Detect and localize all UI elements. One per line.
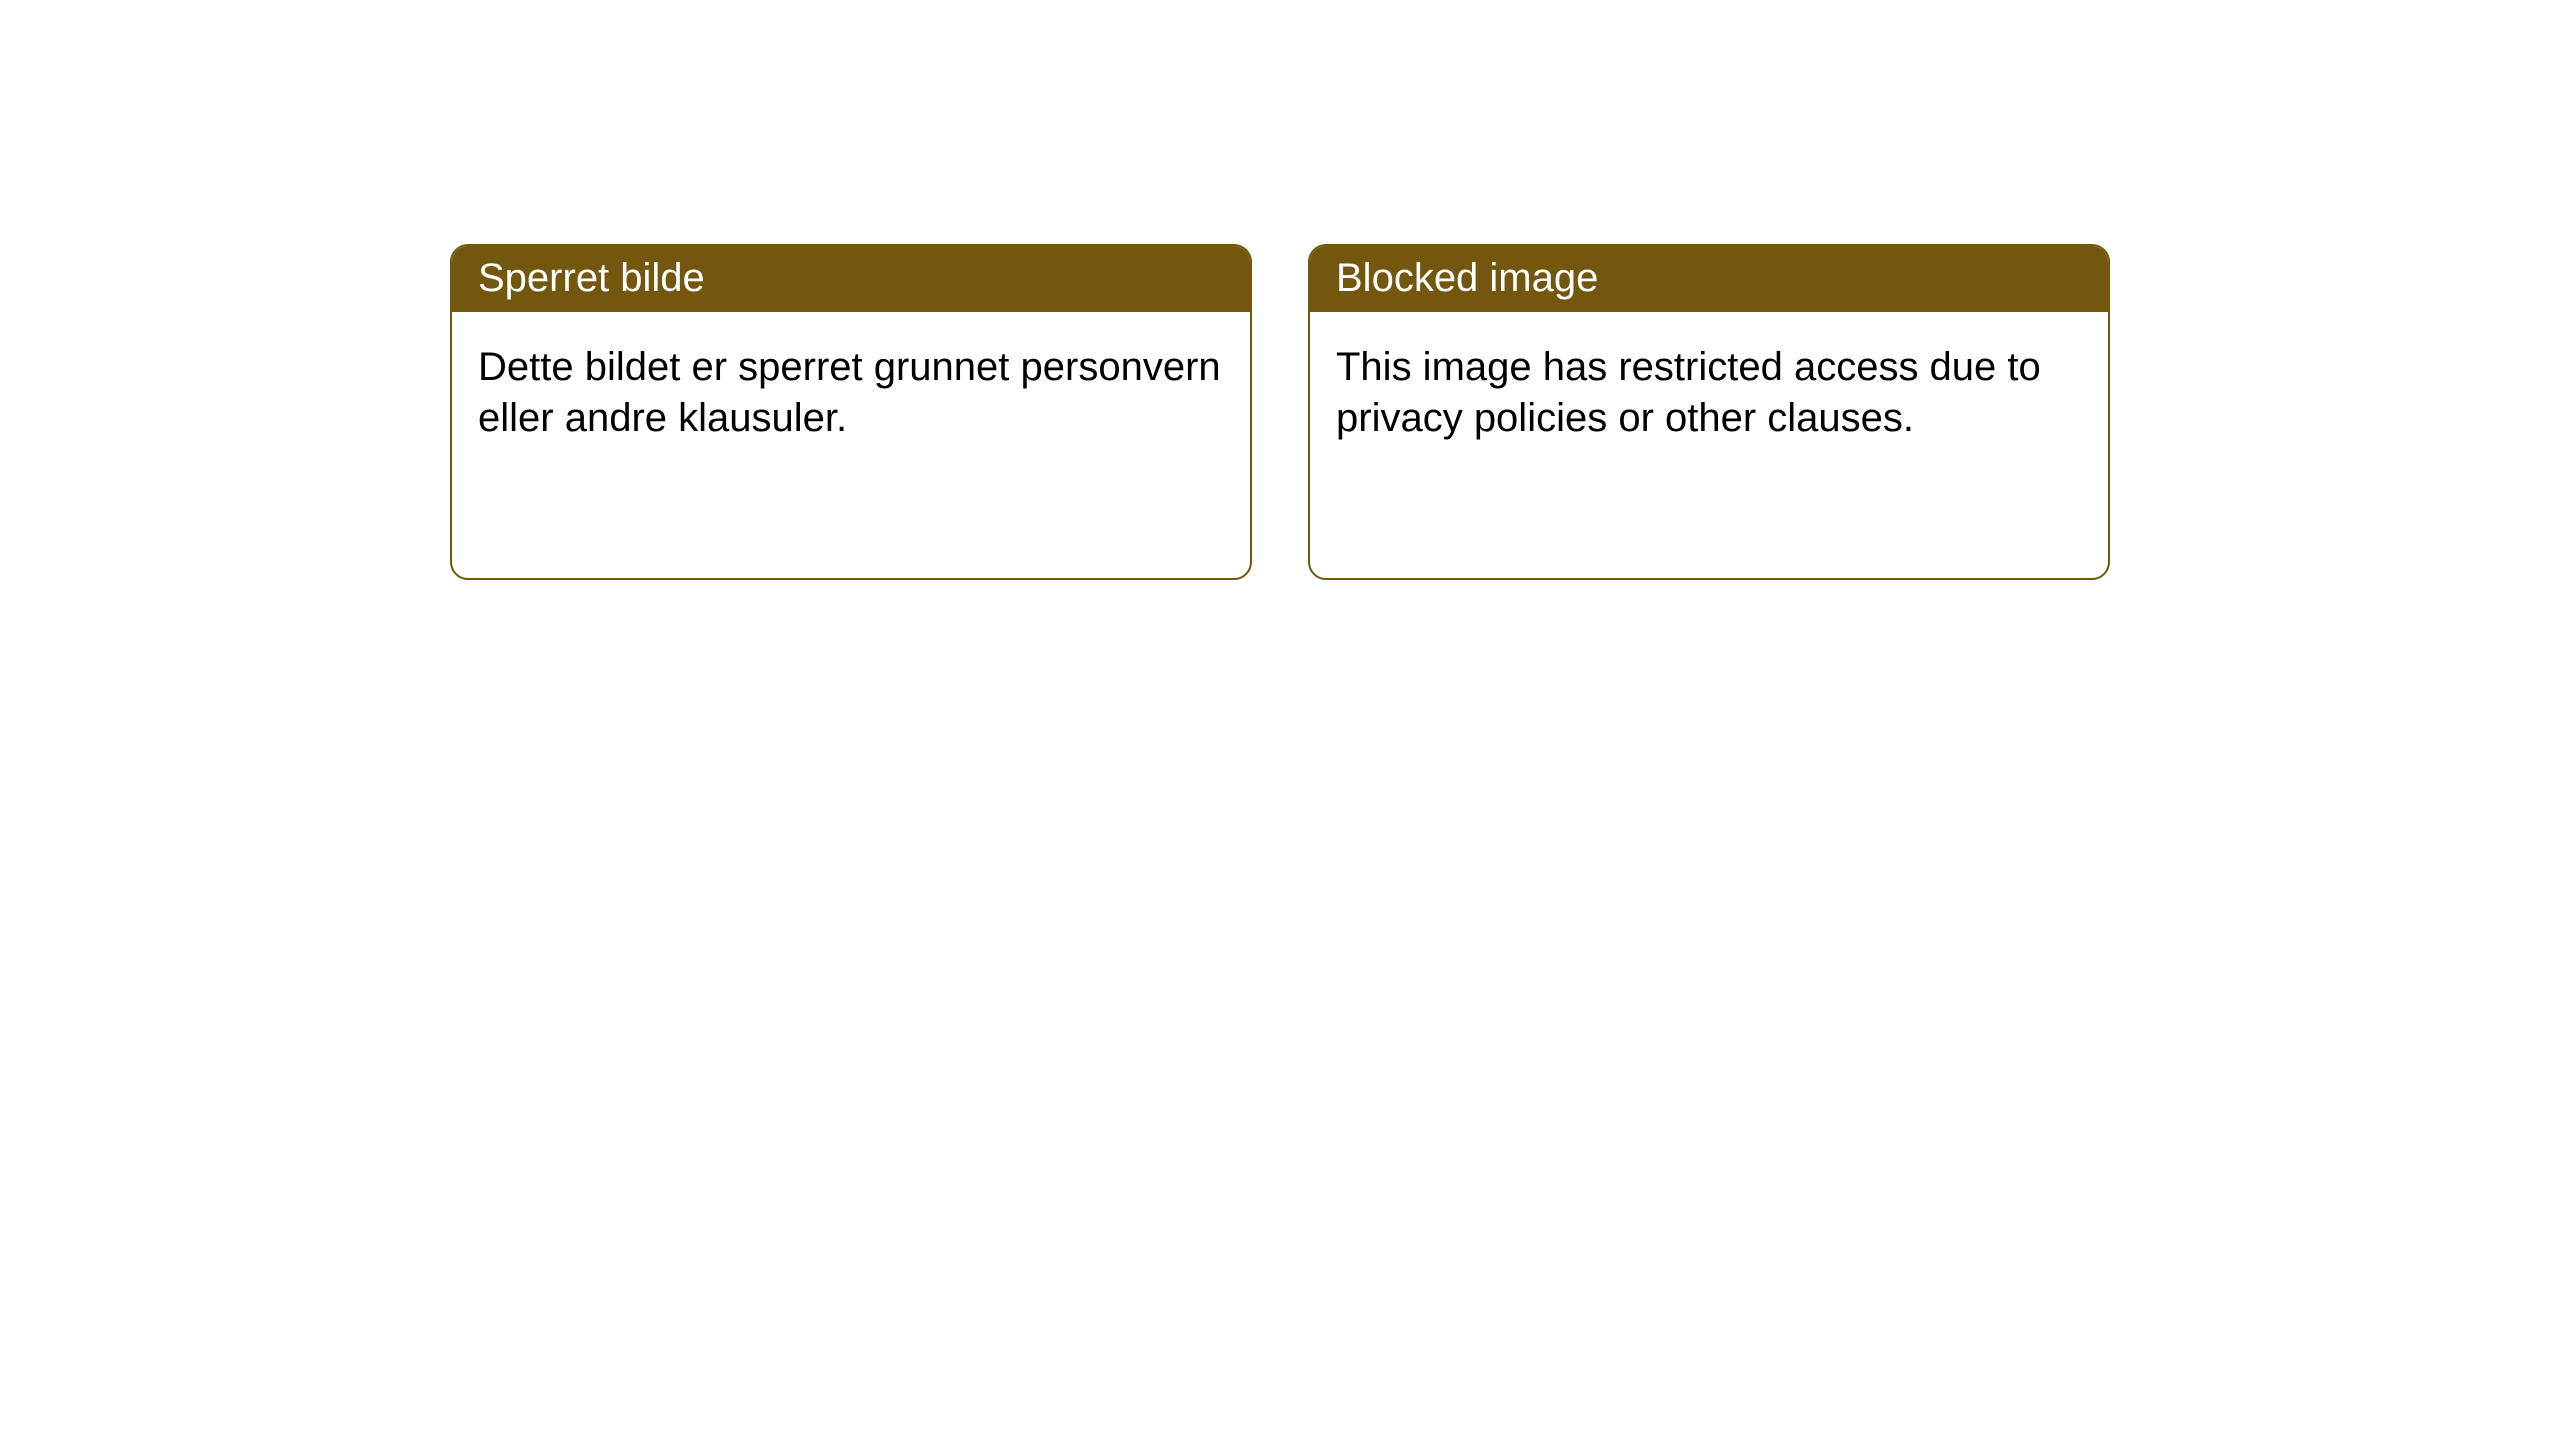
notice-card-english: Blocked image This image has restricted … — [1308, 244, 2110, 580]
notice-header: Sperret bilde — [452, 246, 1250, 312]
notice-container: Sperret bilde Dette bildet er sperret gr… — [0, 0, 2560, 580]
notice-body: Dette bildet er sperret grunnet personve… — [452, 312, 1250, 474]
notice-card-norwegian: Sperret bilde Dette bildet er sperret gr… — [450, 244, 1252, 580]
notice-header: Blocked image — [1310, 246, 2108, 312]
notice-body: This image has restricted access due to … — [1310, 312, 2108, 474]
